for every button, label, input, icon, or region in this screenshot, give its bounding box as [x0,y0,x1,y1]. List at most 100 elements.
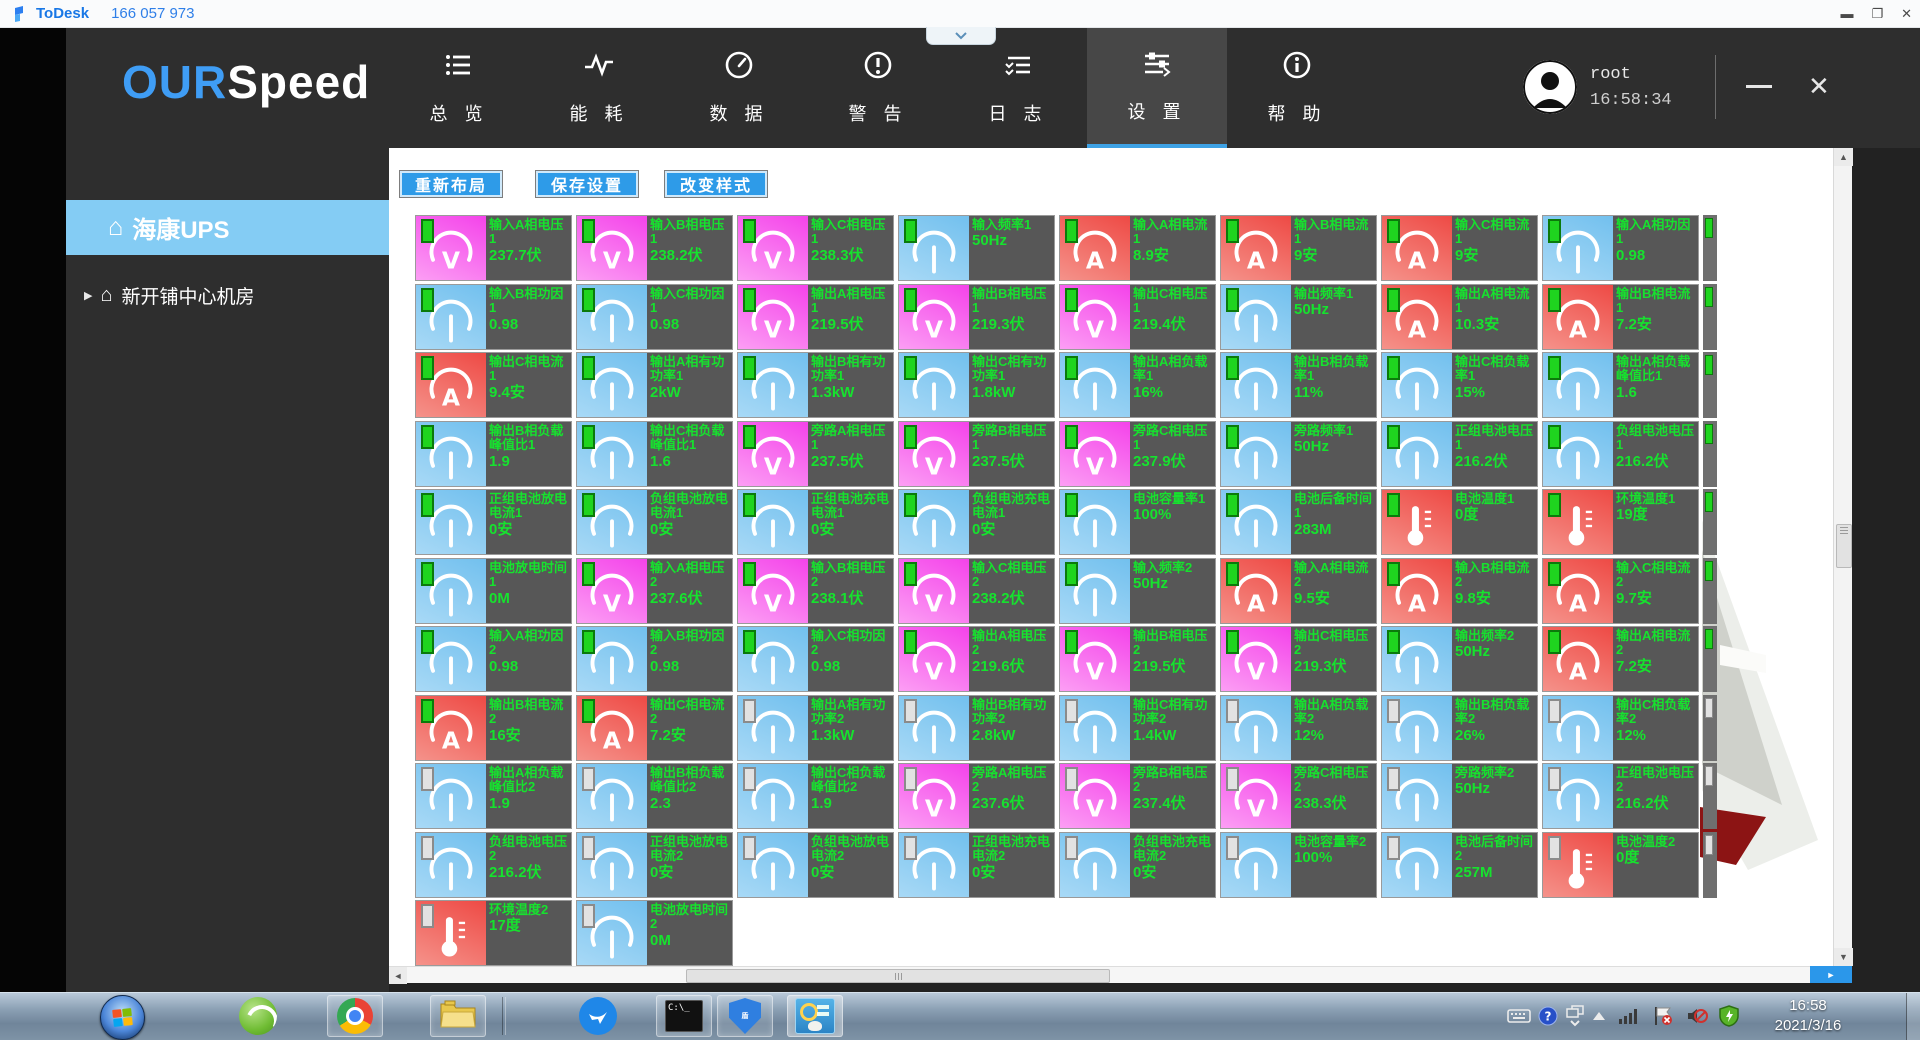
meter-tile[interactable]: A 输出C相电流1 9.4安 [415,352,572,418]
meter-tile[interactable]: V 输入C相电压1 238.3伏 [737,215,894,281]
app-close-button[interactable]: ✕ [1808,71,1830,101]
meter-tile[interactable]: 输出C相负载率2 12% [1542,695,1699,761]
meter-tile[interactable]: V 输出A相电压2 219.6伏 [898,626,1055,692]
meter-tile[interactable]: 输出C相负载率1 15% [1381,352,1538,418]
meter-tile[interactable]: 电池容量率1 100% [1059,489,1216,555]
meter-tile[interactable]: 输出频率1 50Hz [1220,284,1377,350]
tray-action-center-flag-icon[interactable] [1650,1001,1676,1031]
meter-tile[interactable]: 正组电池电压1 216.2伏 [1381,421,1538,487]
meter-tile[interactable]: 电池放电时间1 0M [415,558,572,624]
tray-volume-muted-icon[interactable] [1684,1001,1710,1031]
tray-network-signal-icon[interactable] [1616,1001,1642,1031]
tray-session-windows-icon[interactable] [1562,1001,1588,1031]
meter-tile[interactable]: 负组电池放电电流1 0安 [576,489,733,555]
meter-tile[interactable]: V 输出A相电压1 219.5伏 [737,284,894,350]
meter-tile[interactable]: 负组电池充电电流2 0安 [1059,832,1216,898]
meter-tile[interactable]: V 输入B相电压2 238.1伏 [737,558,894,624]
meter-tile[interactable]: 输出C相负载峰值比1 1.6 [576,421,733,487]
meter-tile[interactable]: V 旁路B相电压1 237.5伏 [898,421,1055,487]
meter-tile[interactable]: 电池放电时间2 0M [576,900,733,966]
meter-tile[interactable]: 输出频率2 50Hz [1381,626,1538,692]
tray-show-hidden-icons-icon[interactable] [1586,1001,1612,1031]
meter-tile[interactable]: A 输出B相电流2 16安 [415,695,572,761]
taskbar-app-dingtalk[interactable] [570,995,626,1037]
meter-tile[interactable]: 输入C相功因2 0.98 [737,626,894,692]
meter-tile[interactable]: 输入A相功因1 0.98 [1542,215,1699,281]
meter-tile[interactable]: 负组电池充电电流1 0安 [898,489,1055,555]
todesk-pulldown-tab[interactable] [926,27,996,45]
meter-tile[interactable]: 输出A相负载率1 16% [1059,352,1216,418]
meter-tile[interactable]: 输出C相有功功率1 1.8kW [898,352,1055,418]
tray-keyboard-icon[interactable] [1506,1001,1532,1031]
meter-tile[interactable]: 环境温度2 17度 [415,900,572,966]
taskbar-app-browser-360[interactable] [230,995,286,1037]
nav-item-settings-sliders[interactable]: 设 置 [1087,27,1227,148]
titlebar-close-button[interactable]: ✕ [1901,6,1912,21]
meter-tile[interactable]: 输出B相负载峰值比2 2.3 [576,763,733,829]
meter-tile[interactable]: 正组电池充电电流2 0安 [898,832,1055,898]
scroll-down-button[interactable]: ▼ [1834,948,1853,966]
show-desktop-button[interactable] [1906,993,1920,1040]
meter-tile[interactable]: 输出B相负载率1 11% [1220,352,1377,418]
meter-tile[interactable]: A 输出B相电流1 7.2安 [1542,284,1699,350]
meter-tile[interactable]: 输出B相有功功率1 1.3kW [737,352,894,418]
vertical-scroll-thumb[interactable] [1836,524,1852,568]
meter-tile[interactable]: 电池容量率2 100% [1220,832,1377,898]
meter-tile[interactable]: A 输出A相电流2 7.2安 [1542,626,1699,692]
meter-tile[interactable]: 电池温度2 0度 [1542,832,1699,898]
meter-tile[interactable]: A 输入C相电流2 9.7安 [1542,558,1699,624]
scroll-left-button[interactable]: ◄ [389,967,407,984]
meter-tile[interactable]: 正组电池放电电流1 0安 [415,489,572,555]
meter-tile[interactable]: V 输入C相电压2 238.2伏 [898,558,1055,624]
meter-tile[interactable]: V 输出B相电压1 219.3伏 [898,284,1055,350]
meter-tile[interactable]: A 输出C相电流2 7.2安 [576,695,733,761]
meter-tile[interactable]: V 旁路C相电压2 238.3伏 [1220,763,1377,829]
meter-tile[interactable]: 正组电池充电电流1 0安 [737,489,894,555]
horizontal-scroll-thumb[interactable] [686,969,1110,983]
meter-tile[interactable]: 输入B相功因1 0.98 [415,284,572,350]
horizontal-scrollbar[interactable]: ◄ [389,966,1833,984]
meter-tile[interactable]: 电池后备时间1 283M [1220,489,1377,555]
meter-tile[interactable]: 输出C相负载峰值比2 1.9 [737,763,894,829]
tray-antivirus-shield-icon[interactable] [1716,1001,1742,1031]
vertical-scrollbar[interactable]: ▲ ▼ [1833,148,1853,966]
meter-tile[interactable]: A 输入B相电流1 9安 [1220,215,1377,281]
meter-tile[interactable]: A 输入B相电流2 9.8安 [1381,558,1538,624]
meter-tile[interactable]: 旁路频率1 50Hz [1220,421,1377,487]
meter-tile[interactable]: A 输入C相电流1 9安 [1381,215,1538,281]
meter-tile[interactable]: V 旁路A相电压1 237.5伏 [737,421,894,487]
meter-tile[interactable]: 正组电池电压2 216.2伏 [1542,763,1699,829]
meter-tile[interactable]: V 旁路A相电压2 237.6伏 [898,763,1055,829]
meter-tile[interactable]: V 旁路B相电压2 237.4伏 [1059,763,1216,829]
taskbar-clock[interactable]: 16:58 2021/3/16 [1753,996,1863,1038]
meter-tile[interactable]: 旁路频率2 50Hz [1381,763,1538,829]
meter-tile[interactable]: V 输入A相电压1 237.7伏 [415,215,572,281]
toolbar-button-3[interactable]: 改变样式 [664,170,768,198]
meter-tile[interactable]: 输入频率1 50Hz [898,215,1055,281]
meter-tile[interactable]: 环境温度1 19度 [1542,489,1699,555]
app-minimize-button[interactable] [1746,85,1772,88]
toolbar-button-1[interactable]: 重新布局 [399,170,503,198]
nav-item-data-speedometer[interactable]: 数 据 [687,27,791,148]
meter-tile[interactable]: 电池后备时间2 257M [1381,832,1538,898]
tray-help-icon[interactable]: ? [1535,1001,1561,1031]
nav-item-energy-pulse[interactable]: 能 耗 [547,27,651,148]
nav-item-overview-list[interactable]: 总 览 [407,27,511,148]
meter-tile[interactable]: V 输入A相电压2 237.6伏 [576,558,733,624]
expand-arrow-icon[interactable]: ▶ [84,289,93,302]
meter-tile[interactable]: 输出A相负载峰值比1 1.6 [1542,352,1699,418]
meter-tile[interactable]: V 输入B相电压1 238.2伏 [576,215,733,281]
meter-tile[interactable]: 输入B相功因2 0.98 [576,626,733,692]
taskbar-app-chrome[interactable] [327,995,383,1037]
meter-tile[interactable]: A 输入A相电流2 9.5安 [1220,558,1377,624]
nav-item-alert-warning[interactable]: 警 告 [826,27,930,148]
meter-tile[interactable]: V 输出B相电压2 219.5伏 [1059,626,1216,692]
meter-tile[interactable]: 输出C相有功功率2 1.4kW [1059,695,1216,761]
toolbar-button-2[interactable]: 保存设置 [535,170,639,198]
meter-tile[interactable]: 输入C相功因1 0.98 [576,284,733,350]
titlebar-maximize-button[interactable]: ❐ [1871,6,1884,21]
meter-tile[interactable]: 输出A相负载率2 12% [1220,695,1377,761]
meter-tile[interactable]: V 旁路C相电压1 237.9伏 [1059,421,1216,487]
meter-tile[interactable]: 负组电池电压2 216.2伏 [415,832,572,898]
meter-tile[interactable]: 输入A相功因2 0.98 [415,626,572,692]
